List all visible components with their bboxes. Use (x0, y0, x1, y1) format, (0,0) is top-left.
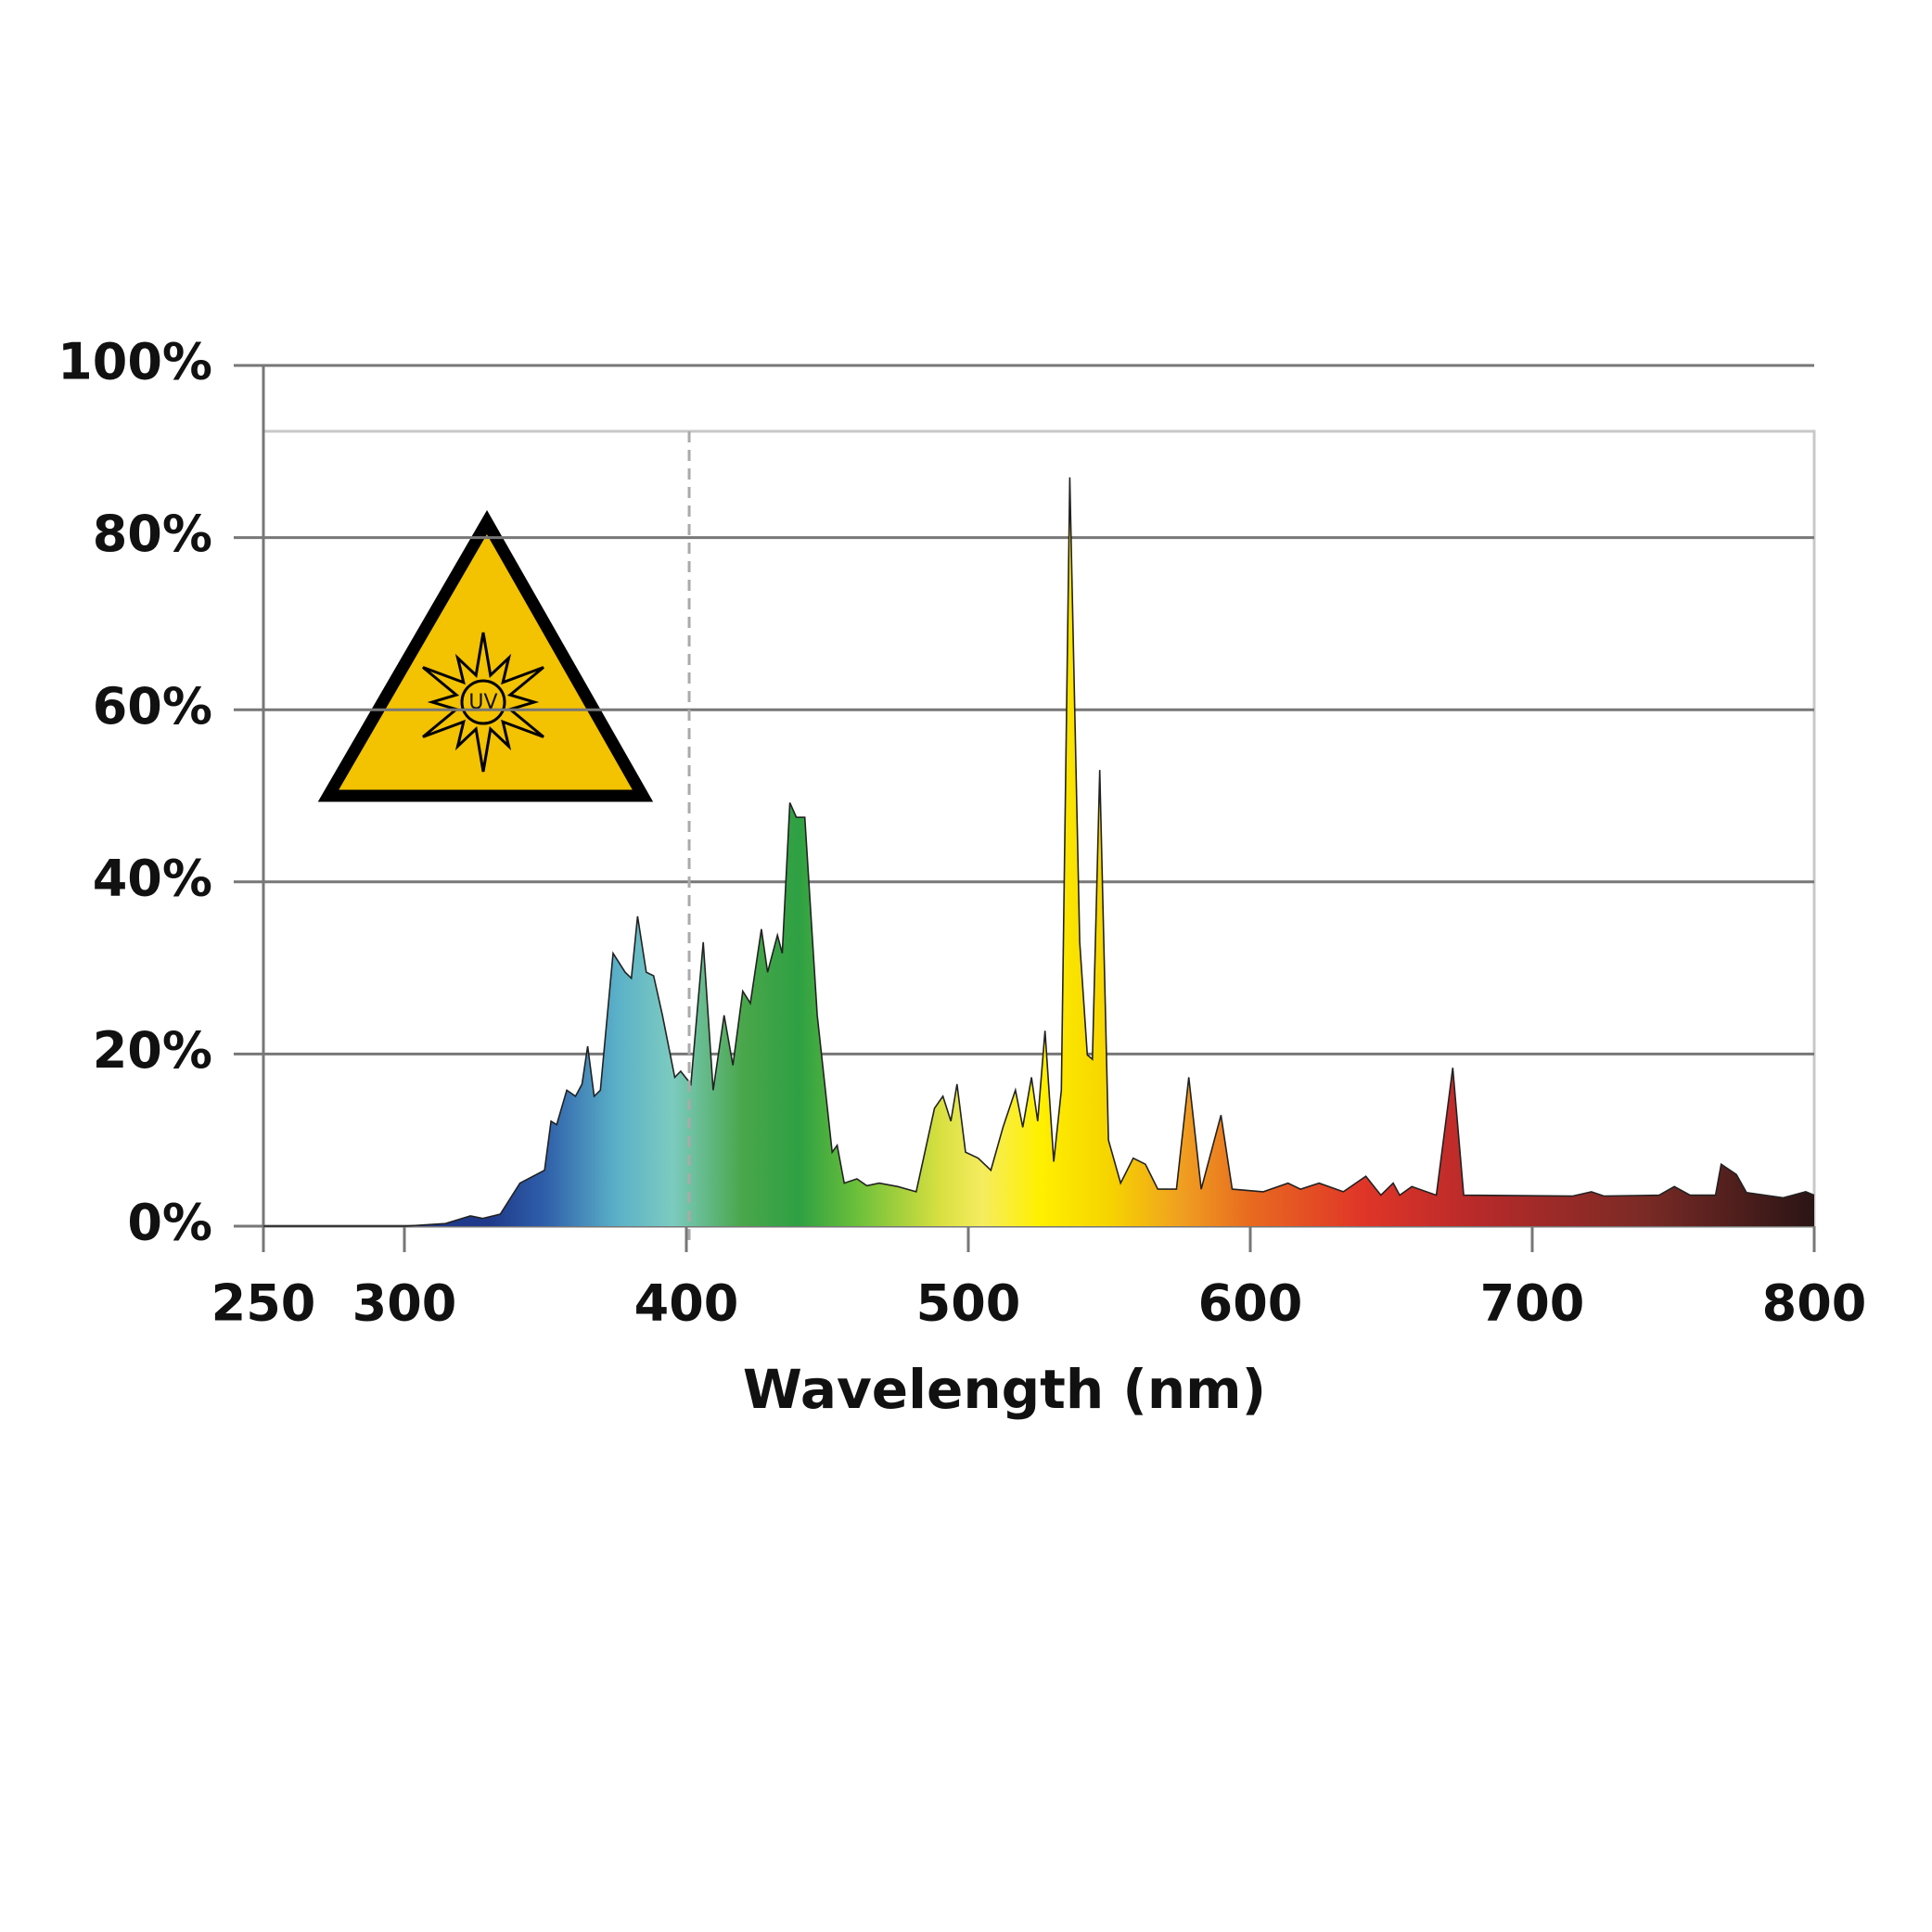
uv-star (422, 632, 544, 773)
spectrum-line (263, 477, 1815, 1227)
x-tick-label: 600 (1198, 1274, 1303, 1333)
y-tick-label: 100% (58, 333, 212, 391)
y-tick-label: 80% (93, 505, 212, 563)
y-tick-label: 40% (93, 849, 212, 907)
x-tick-label: 300 (352, 1274, 457, 1333)
y-tick-label: 0% (127, 1194, 212, 1252)
x-tick-label: 250 (211, 1274, 316, 1333)
x-tick-label: 400 (634, 1274, 739, 1333)
spectrum-area (263, 477, 1814, 1226)
x-tick-label: 800 (1762, 1274, 1867, 1333)
x-tick-label: 500 (916, 1274, 1021, 1333)
x-tick-label: 700 (1480, 1274, 1585, 1333)
y-tick-label: 20% (93, 1021, 212, 1080)
y-tick-label: 60% (93, 677, 212, 736)
uv-icon: UV (317, 509, 654, 802)
x-axis-label: Wavelength (nm) (743, 1358, 1266, 1421)
